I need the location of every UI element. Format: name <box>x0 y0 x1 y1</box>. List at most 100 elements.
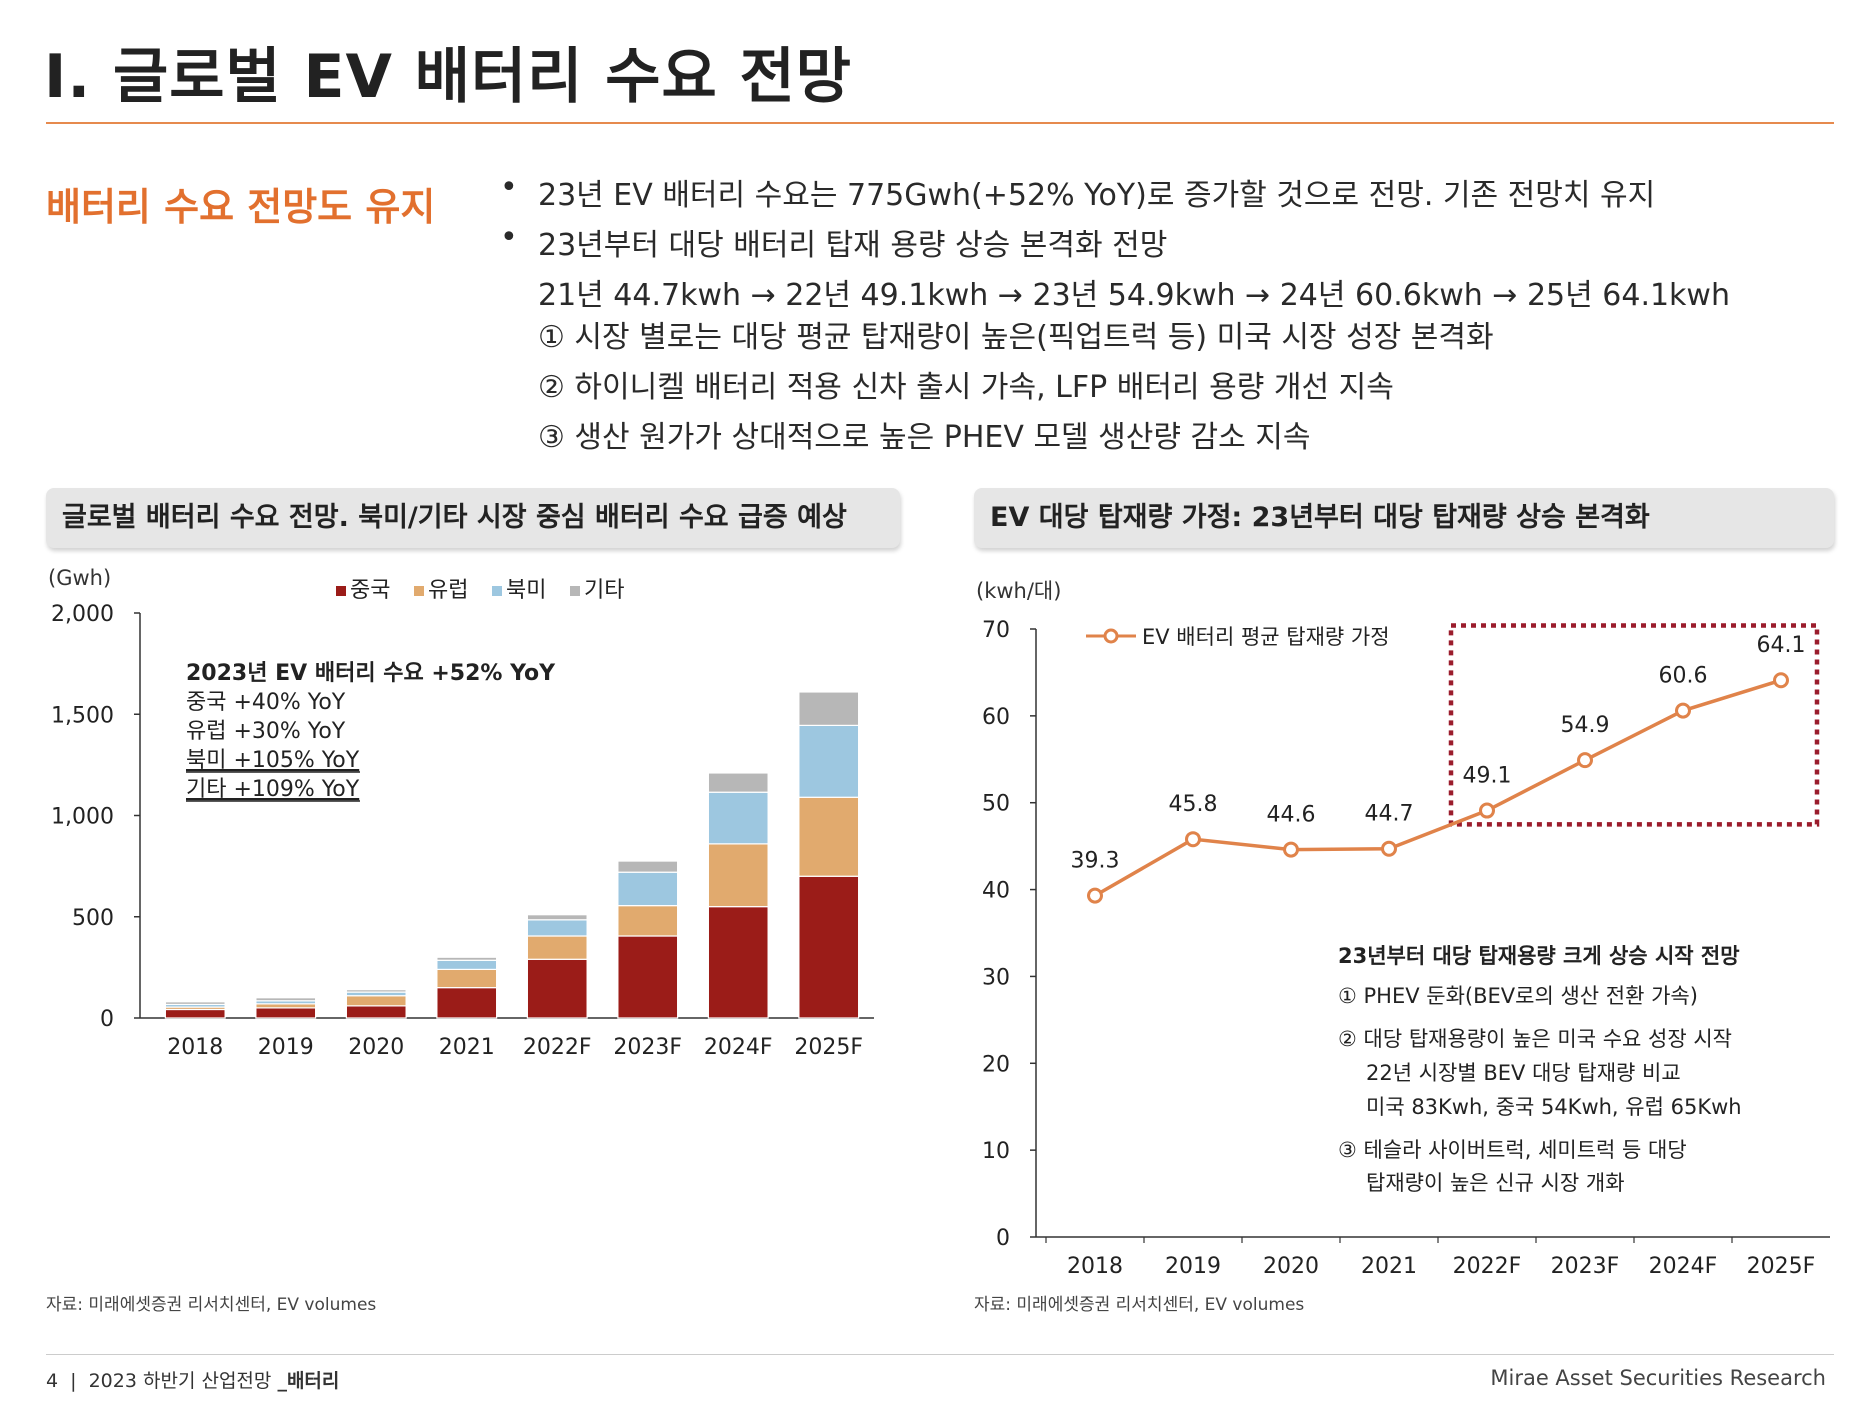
right-chart-header: EV 대당 탑재량 가정: 23년부터 대당 탑재량 상승 본격화 <box>974 488 1834 548</box>
annotation-line: 기타 +109% YoY <box>186 777 360 802</box>
x-tick-label: 2025F <box>1747 1254 1816 1279</box>
y-tick-label: 40 <box>982 879 1010 904</box>
bar-segment <box>345 989 407 993</box>
data-label: 54.9 <box>1561 713 1610 738</box>
bar-segment <box>707 791 769 845</box>
y-tick-label: 60 <box>982 705 1010 730</box>
bar-segment <box>798 796 860 877</box>
bar-segment <box>436 968 498 989</box>
bar-segment <box>255 1007 317 1019</box>
bar-segment <box>617 935 679 1019</box>
report-topic: _배터리 <box>277 1370 340 1392</box>
bar-segment <box>707 843 769 908</box>
x-tick-label: 2020 <box>348 1035 404 1060</box>
data-point <box>1577 752 1593 769</box>
y-tick-label: 0 <box>996 1226 1010 1251</box>
footer-report-info: 4 | 2023 하반기 산업전망 _배터리 <box>46 1366 339 1393</box>
data-point <box>1675 702 1691 719</box>
x-tick-label: 2019 <box>258 1035 314 1060</box>
chart-axes: 0 500 1,000 1,500 2,000 2018 2019 2020 2021 2022F… <box>51 602 874 1060</box>
legend-marker <box>1103 628 1119 644</box>
bar-segment <box>707 906 769 1019</box>
bar-segment <box>617 860 679 873</box>
chart-axes: 0 10 20 30 40 50 60 70 2018 2019 2020 2021 2022F 2023… <box>982 618 1830 1279</box>
legend-swatch <box>336 586 346 596</box>
chart-legend: 중국 유럽 북미 기타 <box>336 578 624 603</box>
x-tick-label: 2021 <box>439 1035 495 1060</box>
data-label: 64.1 <box>1757 633 1806 658</box>
data-label: 44.6 <box>1267 803 1316 828</box>
bullet-dot-icon: • <box>500 220 518 255</box>
footer-brand: Mirae Asset Securities Research <box>1490 1366 1826 1390</box>
data-label: 44.7 <box>1365 802 1414 827</box>
bar-segment <box>255 997 317 1002</box>
data-point <box>1479 802 1495 819</box>
chart-annotation: 2023년 EV 배터리 수요 +52% YoY 중국 +40% YoY 유럽 … <box>186 661 556 802</box>
x-tick-label: 2018 <box>1067 1254 1123 1279</box>
y-axis-label: (kwh/대) <box>976 579 1061 603</box>
bar-segment <box>345 1005 407 1019</box>
chart-legend: EV 배터리 평균 탑재량 가정 <box>1086 625 1390 649</box>
bullet-dot-icon: • <box>500 170 518 205</box>
highlight-box <box>1448 623 1820 827</box>
y-tick-label: 30 <box>982 965 1010 990</box>
note-line: ② 대당 탑재용량이 높은 미국 수요 성장 시작 <box>1338 1027 1732 1051</box>
bar-segment <box>345 995 407 1007</box>
data-point <box>1773 672 1789 689</box>
data-label: 60.6 <box>1659 664 1708 689</box>
legend-swatch <box>570 586 580 596</box>
x-tick-label: 2021 <box>1361 1254 1417 1279</box>
bar-segment <box>526 958 588 1019</box>
bar-segment <box>255 1003 317 1009</box>
bar-segment <box>617 905 679 937</box>
y-tick-label: 70 <box>982 618 1010 643</box>
x-tick-label: 2019 <box>1165 1254 1221 1279</box>
x-tick-label: 2022F <box>1453 1254 1522 1279</box>
legend-label: 기타 <box>584 578 624 603</box>
data-label: 49.1 <box>1463 764 1512 789</box>
y-tick-label: 20 <box>982 1052 1010 1077</box>
annotation-title: 2023년 EV 배터리 수요 +52% YoY <box>186 661 556 686</box>
reason-item: ③ 생산 원가가 상대적으로 높은 PHEV 모델 생산량 감소 지속 <box>538 420 1311 455</box>
chart-line-series: 39.3 45.8 44.6 44.7 49.1 54.9 60.6 64.1 <box>1071 633 1806 904</box>
bar-segment <box>526 935 588 960</box>
legend-label: 중국 <box>350 578 390 603</box>
bar-segment <box>798 691 860 726</box>
x-tick-label: 2023F <box>613 1035 682 1060</box>
x-tick-label: 2020 <box>1263 1254 1319 1279</box>
y-tick-label: 1,500 <box>51 703 114 728</box>
bullet-text: 23년부터 대당 배터리 탑재 용량 상승 본격화 전망 <box>538 228 1168 263</box>
note-line: 미국 83Kwh, 중국 54Kwh, 유럽 65Kwh <box>1366 1095 1742 1119</box>
bar-segment <box>707 772 769 793</box>
legend-swatch <box>414 586 424 596</box>
y-tick-label: 500 <box>72 906 114 931</box>
page-title: I. 글로벌 EV 배터리 수요 전망 <box>44 42 852 112</box>
bar-segment <box>798 875 860 1019</box>
data-label: 45.8 <box>1169 792 1218 817</box>
left-chart-header: 글로벌 배터리 수요 전망. 북미/기타 시장 중심 배터리 수요 급증 예상 <box>46 488 900 548</box>
x-tick-label: 2018 <box>167 1035 223 1060</box>
y-tick-label: 10 <box>982 1139 1010 1164</box>
title-divider <box>46 122 1834 124</box>
x-tick-label: 2022F <box>523 1035 592 1060</box>
y-tick-label: 2,000 <box>51 602 114 627</box>
legend-swatch <box>492 586 502 596</box>
page-number: 4 <box>46 1370 59 1392</box>
bar-segment <box>436 959 498 971</box>
data-point <box>1283 841 1299 858</box>
bar-segment <box>436 987 498 1019</box>
note-line: ① PHEV 둔화(BEV로의 생산 전환 가속) <box>1338 984 1698 1008</box>
right-chart-source: 자료: 미래에셋증권 리서치센터, EV volumes <box>974 1295 1305 1315</box>
annotation-line: 중국 +40% YoY <box>186 690 346 715</box>
annotation-line: 북미 +105% YoY <box>186 748 360 773</box>
annotation-line: 유럽 +30% YoY <box>186 719 346 744</box>
reason-item: ② 하이니켈 배터리 적용 신차 출시 가속, LFP 배터리 용량 개선 지속 <box>538 370 1394 405</box>
y-tick-label: 1,000 <box>51 805 114 830</box>
bar-segment <box>617 871 679 907</box>
y-tick-label: 0 <box>100 1007 114 1032</box>
y-axis-label: (Gwh) <box>48 566 111 590</box>
bullet-text: 23년 EV 배터리 수요는 775Gwh(+52% YoY)로 증가할 것으로… <box>538 178 1656 213</box>
legend-label: 유럽 <box>428 578 468 603</box>
footer-separator: | <box>70 1370 77 1392</box>
x-tick-label: 2025F <box>794 1035 863 1060</box>
